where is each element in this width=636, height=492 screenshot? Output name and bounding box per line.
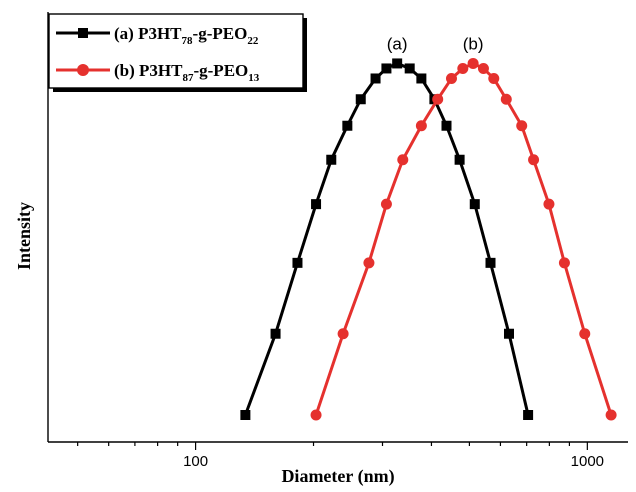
data-point — [559, 257, 570, 268]
data-point — [470, 199, 480, 209]
data-point — [501, 94, 512, 105]
x-axis-title: Diameter (nm) — [281, 466, 394, 487]
series-line — [245, 63, 528, 415]
data-point — [381, 199, 392, 210]
data-point — [356, 94, 366, 104]
legend-marker-b — [77, 64, 89, 76]
data-point — [606, 410, 617, 421]
data-point — [468, 58, 479, 69]
x-tick-label-100: 100 — [183, 453, 208, 470]
data-point — [311, 410, 322, 421]
legend-marker-a — [78, 28, 88, 38]
data-point — [311, 199, 321, 209]
data-point — [446, 73, 457, 84]
series-a — [240, 58, 533, 420]
data-point — [543, 199, 554, 210]
series-line — [316, 63, 611, 415]
data-point — [338, 328, 349, 339]
data-point — [516, 120, 527, 131]
legend: (a) P3HT78-g-PEO22 (b) P3HT87-g-PEO13 — [49, 14, 307, 92]
data-point — [363, 257, 374, 268]
data-point — [292, 258, 302, 268]
data-point — [371, 73, 381, 83]
data-point — [240, 410, 250, 420]
data-point — [326, 155, 336, 165]
data-point — [381, 63, 391, 73]
data-point — [579, 328, 590, 339]
data-point — [405, 63, 415, 73]
data-point — [478, 63, 489, 74]
data-point — [392, 58, 402, 68]
data-point — [504, 329, 514, 339]
x-axis-ticks — [78, 442, 588, 450]
data-point — [432, 94, 443, 105]
data-point — [397, 154, 408, 165]
data-point — [441, 121, 451, 131]
data-point — [416, 73, 426, 83]
peak-label-b: (b) — [463, 34, 484, 53]
data-point — [528, 154, 539, 165]
data-point — [416, 120, 427, 131]
data-point — [342, 121, 352, 131]
data-point — [523, 410, 533, 420]
y-axis-title: Intensity — [14, 202, 34, 270]
data-point — [457, 63, 468, 74]
data-point — [486, 258, 496, 268]
data-point — [455, 155, 465, 165]
x-tick-label-1000: 1000 — [571, 453, 604, 470]
data-point — [488, 73, 499, 84]
series-b — [311, 58, 617, 421]
peak-label-a: (a) — [387, 34, 408, 53]
data-point — [271, 329, 281, 339]
